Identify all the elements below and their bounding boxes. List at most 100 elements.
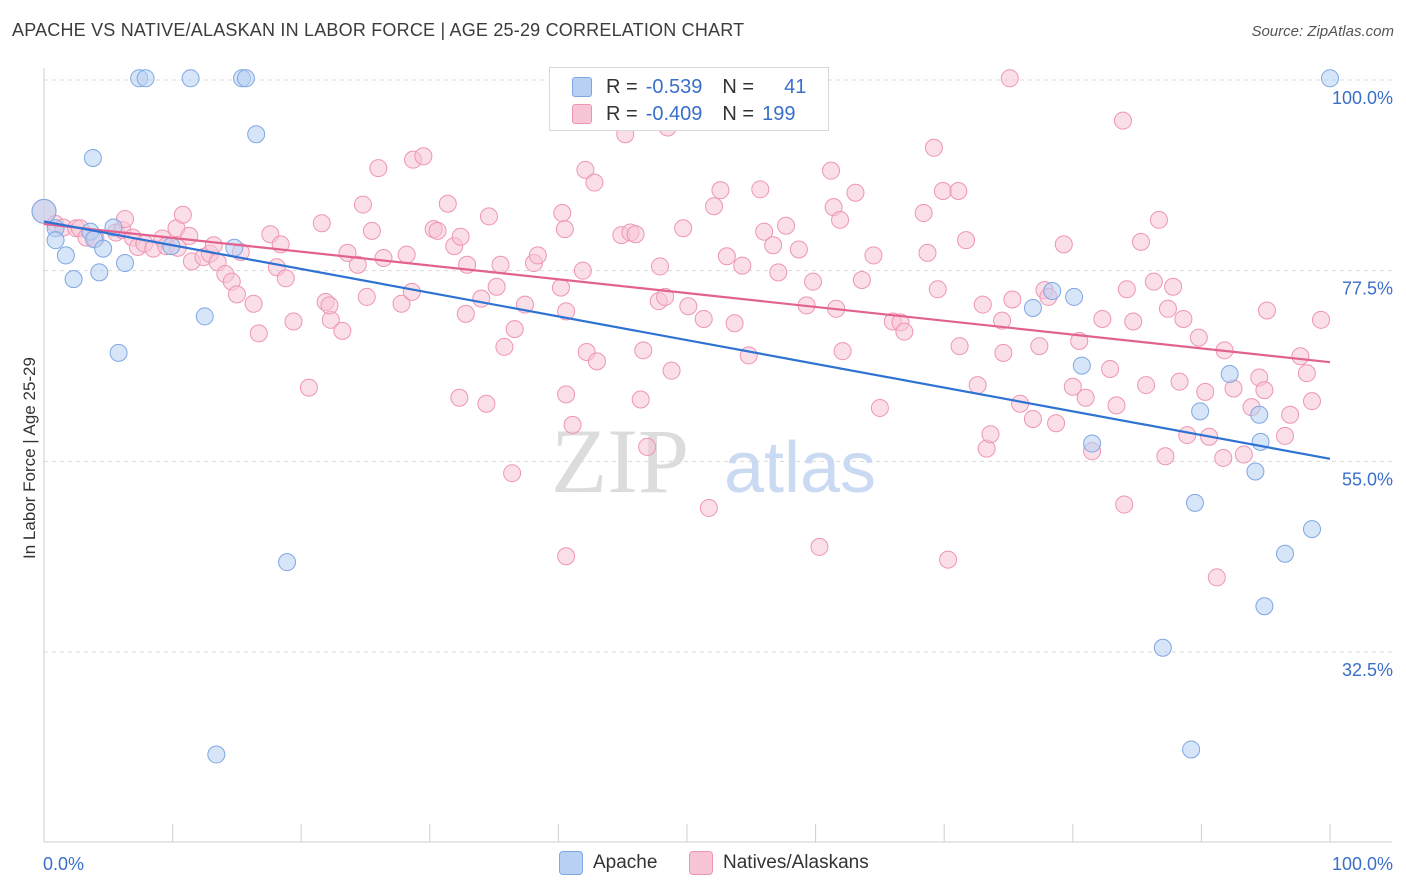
native-point: [895, 322, 914, 341]
native-point: [333, 321, 352, 340]
native-point: [924, 138, 943, 157]
apache-point: [90, 263, 109, 282]
native-point: [397, 245, 416, 264]
native-point: [374, 248, 393, 267]
native-point: [1023, 409, 1042, 428]
native-point: [320, 296, 339, 315]
bottom-legend-swatch-apache: [559, 851, 583, 875]
native-point: [1311, 310, 1330, 329]
native-point: [495, 337, 514, 356]
apache-point: [1182, 740, 1201, 759]
native-point: [528, 246, 547, 265]
native-point: [312, 214, 331, 233]
apache-point: [247, 125, 266, 144]
native-point: [1178, 426, 1197, 445]
native-point: [833, 342, 852, 361]
native-point: [450, 388, 469, 407]
native-point: [505, 320, 524, 339]
native-point: [1196, 382, 1215, 401]
legend-n-label: N =: [722, 75, 755, 98]
native-point: [249, 324, 268, 343]
trend-lines: [43, 220, 1331, 460]
native-point: [1030, 337, 1049, 356]
native-point: [764, 236, 783, 255]
watermark-atlas: atlas: [724, 428, 876, 508]
native-point: [1113, 111, 1132, 130]
apache-point: [1246, 462, 1265, 481]
native-point: [968, 376, 987, 395]
apache-point: [225, 238, 244, 257]
native-point: [1275, 426, 1294, 445]
native-point: [1174, 309, 1193, 328]
bottom-legend-label-native: Natives/Alaskans: [723, 852, 869, 873]
native-point: [928, 280, 947, 299]
native-point: [227, 285, 246, 304]
native-point: [244, 294, 263, 313]
native-point: [1144, 272, 1163, 291]
legend-r-value-native: -0.409: [645, 102, 703, 125]
x-axis-min-label: 0.0%: [43, 854, 84, 874]
native-point: [1101, 359, 1120, 378]
apache-point: [1275, 544, 1294, 563]
native-point: [1281, 405, 1300, 424]
native-point: [777, 216, 796, 235]
native-point: [414, 147, 433, 166]
apache-point: [1191, 402, 1210, 421]
grid-lines: [44, 79, 1392, 653]
native-point: [173, 205, 192, 224]
native-point: [634, 341, 653, 360]
native-point: [939, 550, 958, 569]
native-point: [573, 261, 592, 280]
apache-points: [31, 69, 1339, 764]
legend-swatch-native: [572, 104, 592, 124]
native-point: [751, 180, 770, 199]
native-point: [1214, 448, 1233, 467]
native-point: [472, 289, 491, 308]
native-point: [551, 278, 570, 297]
native-point: [1297, 364, 1316, 383]
apache-point: [1023, 298, 1042, 317]
native-point: [957, 231, 976, 250]
native-point: [993, 311, 1012, 330]
apache-point: [236, 69, 255, 88]
native-point: [994, 343, 1013, 362]
native-point: [557, 385, 576, 404]
native-point: [769, 263, 788, 282]
native-point: [852, 270, 871, 289]
native-point: [725, 314, 744, 333]
native-point: [1255, 381, 1274, 400]
native-point: [679, 297, 698, 316]
native-point: [755, 222, 774, 241]
native-point: [284, 312, 303, 331]
native-point: [456, 304, 475, 323]
native-point: [810, 537, 829, 556]
native-point: [650, 257, 669, 276]
native-point: [638, 437, 657, 456]
native-point: [705, 197, 724, 216]
apache-point: [1250, 405, 1269, 424]
x-axis-max-label: 100.0%: [1332, 854, 1393, 874]
apache-point: [136, 69, 155, 88]
native-point: [1115, 495, 1134, 514]
native-point: [369, 159, 388, 178]
native-point: [949, 182, 968, 201]
native-point: [822, 161, 841, 180]
native-point: [1137, 376, 1156, 395]
apache-point: [1153, 638, 1172, 657]
native-point: [950, 337, 969, 356]
apache-point: [31, 198, 57, 224]
native-point: [662, 361, 681, 380]
native-point: [428, 221, 447, 240]
y-tick-label-1: 55.0%: [1342, 469, 1393, 489]
apache-point: [195, 307, 214, 326]
apache-point: [1220, 365, 1239, 384]
bottom-legend-swatch-native: [689, 851, 713, 875]
native-point: [402, 282, 421, 301]
apache-point: [1302, 520, 1321, 539]
apache-point: [116, 254, 135, 273]
legend-row-apache: R = -0.539 N = 41: [572, 74, 806, 100]
apache-point: [1255, 597, 1274, 616]
native-point: [694, 309, 713, 328]
apache-point: [1185, 493, 1204, 512]
native-point: [576, 160, 595, 179]
